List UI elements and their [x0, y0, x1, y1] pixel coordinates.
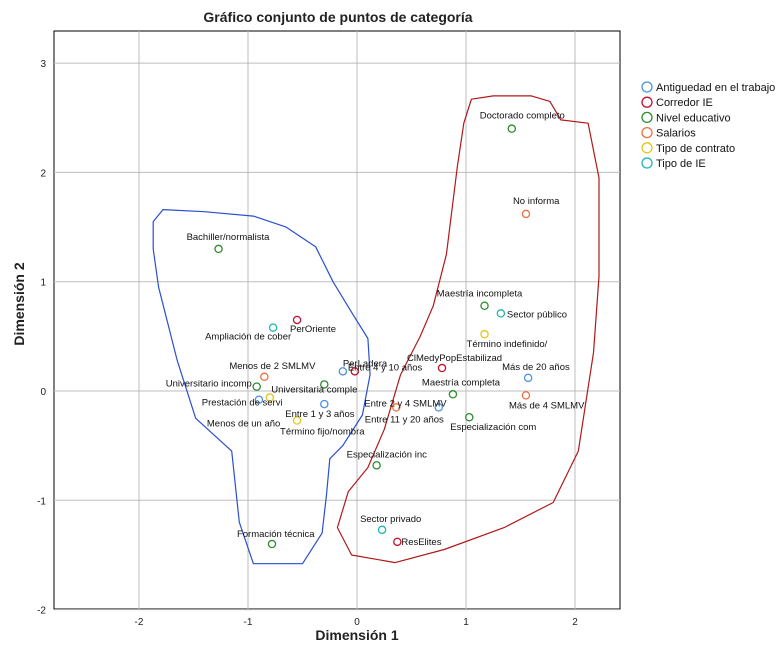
x-tick-label: 0	[354, 617, 360, 628]
point-label: Bachiller/normalista	[187, 232, 271, 243]
y-tick-label: 1	[40, 278, 46, 289]
point-label: Formación técnica	[237, 529, 315, 540]
point-label: PerLadera	[343, 358, 388, 369]
legend-label: Nivel educativo	[656, 112, 731, 124]
point-label: Ampliación de cober	[205, 332, 291, 343]
legend-label: Corredor IE	[656, 97, 713, 109]
legend: Antiguedad en el trabajo Corredor IE Nivel…	[641, 81, 775, 170]
x-axis-title: Dimensión 1	[315, 627, 398, 643]
data-points	[214, 124, 533, 549]
y-axis-title: Dimensión 2	[11, 262, 27, 345]
data-point	[377, 525, 387, 535]
point-label: Doctorado completo	[480, 111, 565, 122]
point-label: Universitaria comple	[271, 384, 357, 395]
point-label: Más de 20 años	[502, 362, 570, 373]
data-point	[338, 367, 348, 376]
legend-marker	[641, 157, 653, 169]
point-label: Especialización com	[450, 422, 536, 433]
legend-label: Antiguedad en el trabajo	[656, 82, 775, 94]
data-point	[480, 329, 489, 339]
data-point	[523, 373, 533, 383]
data-point	[265, 393, 275, 402]
point-label: ClMedyPopEstabilizad	[407, 353, 502, 364]
legend-marker	[641, 96, 653, 108]
data-point	[292, 315, 302, 325]
point-label: Sector privado	[360, 514, 421, 525]
data-point	[480, 301, 489, 310]
legend-label: Salarios	[656, 128, 696, 140]
group-outline-2	[336, 95, 600, 564]
group-outline-1	[152, 209, 371, 565]
point-label: Universitario incomp	[166, 379, 252, 390]
point-label: ResElites	[401, 537, 441, 548]
data-point	[496, 309, 506, 318]
data-point	[434, 403, 443, 412]
point-label: No informa	[513, 196, 560, 207]
point-label: Término indefinido/	[467, 339, 548, 350]
x-tick-label: -2	[135, 617, 144, 628]
data-point	[350, 367, 360, 376]
legend-marker	[641, 111, 653, 124]
data-point	[268, 323, 278, 332]
data-point	[372, 461, 381, 470]
x-tick-label: -1	[244, 617, 253, 628]
data-point	[507, 124, 517, 133]
data-point	[521, 391, 531, 400]
legend-marker	[641, 81, 653, 93]
data-point	[267, 539, 277, 549]
data-point	[465, 412, 474, 422]
point-label: Maestría completa	[422, 377, 501, 388]
legend-marker	[641, 142, 653, 154]
data-point	[448, 390, 458, 399]
legend-label: Tipo de IE	[656, 158, 706, 170]
data-point	[437, 363, 447, 373]
data-point	[254, 395, 264, 404]
x-tick-label: 1	[463, 617, 469, 628]
plot-area	[53, 30, 621, 610]
point-labels: Menos de un año Entre 1 y 3 años Entre 4 y…	[166, 111, 585, 548]
legend-label: Tipo de contrato	[656, 143, 735, 155]
point-label: Entre 2 y 4 SMLMV	[364, 398, 447, 409]
group-outlines	[152, 95, 600, 565]
point-label: Maestría incompleta	[437, 289, 523, 300]
data-point	[320, 380, 329, 389]
point-label: Entre 4 y 10 años	[348, 362, 423, 373]
data-point	[292, 416, 302, 425]
point-label: Más de 4 SMLMV	[509, 400, 585, 411]
data-point	[252, 382, 261, 391]
data-point	[393, 537, 402, 547]
data-point	[260, 372, 269, 382]
x-tick-label: 2	[572, 617, 578, 628]
point-label: Menos de 2 SMLMV	[229, 361, 316, 372]
point-label: Entre 1 y 3 años	[285, 409, 354, 420]
y-tick-label: 0	[40, 387, 46, 398]
chart-title: Gráfico conjunto de puntos de categoría	[203, 9, 472, 25]
gridlines	[54, 31, 620, 611]
point-label: Entre 11 y 20 años	[365, 414, 444, 425]
point-label: Sector público	[507, 309, 567, 320]
point-label: Especialización inc	[347, 449, 428, 460]
point-label: Término fijo/nombra	[280, 427, 365, 438]
axis-ticks: -2 -1 0 1 2 -2 -1 0 1 2 3	[37, 59, 578, 628]
point-label: PerOriente	[290, 324, 336, 335]
data-point	[214, 244, 223, 254]
y-tick-label: -1	[37, 496, 46, 507]
y-tick-label: -2	[37, 606, 46, 617]
point-label: Menos de un año	[207, 419, 280, 430]
y-tick-label: 3	[40, 59, 46, 70]
data-point	[521, 209, 531, 219]
point-label: Prestación de servi	[202, 398, 283, 409]
y-tick-label: 2	[40, 168, 46, 179]
legend-marker	[641, 126, 653, 139]
data-point	[391, 403, 401, 412]
data-point	[320, 399, 329, 409]
